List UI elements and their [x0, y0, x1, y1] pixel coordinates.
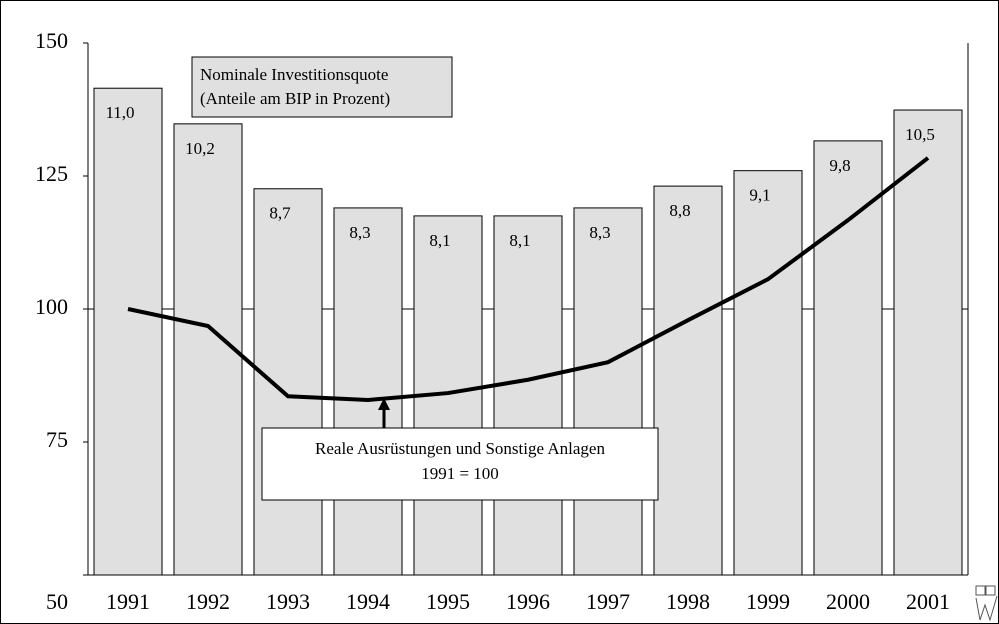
bar	[573, 207, 643, 576]
bar	[253, 188, 323, 576]
y-tick-label: 125	[35, 161, 68, 186]
y-tick-label: 50	[46, 589, 68, 614]
annotation: Nominale Investitionsquote	[200, 65, 388, 84]
bar	[813, 140, 883, 576]
annotation: (Anteile am BIP in Prozent)	[200, 89, 390, 108]
x-tick-label: 1991	[106, 589, 150, 614]
x-tick-label: 1999	[746, 589, 790, 614]
line	[127, 156, 930, 402]
bar-label: 8,8	[669, 201, 690, 220]
x-tick-label: 1996	[506, 589, 550, 614]
y-tick-label: 100	[35, 294, 68, 319]
bar-label: 8,1	[429, 231, 450, 250]
x-tick-label: 1992	[186, 589, 230, 614]
bar-label: 8,7	[269, 204, 291, 223]
annotation: 1991 = 100	[421, 464, 499, 483]
logo	[975, 585, 998, 622]
bar-label: 9,8	[829, 156, 850, 175]
x-tick-label: 1995	[426, 589, 470, 614]
x-tick-label: 1994	[346, 589, 390, 614]
annotation: Reale Ausrüstungen und Sonstige Anlagen	[315, 439, 605, 458]
x-tick-label: 1993	[266, 589, 310, 614]
bar-label: 8,3	[589, 223, 610, 242]
x-tick-label: 2001	[906, 589, 950, 614]
x-tick-label: 2000	[826, 589, 870, 614]
bar	[333, 207, 403, 576]
bar-label: 10,2	[185, 139, 215, 158]
bar	[93, 87, 163, 576]
bar-label: 8,1	[509, 231, 530, 250]
overlay: 50 75 100 125 150 1991 1992 1993 1994 1995 1996 199…	[35, 28, 950, 614]
bar	[173, 123, 243, 576]
annotation-box	[191, 56, 453, 118]
bar-label: 10,5	[905, 125, 935, 144]
bar	[733, 170, 803, 576]
y-tick-label: 150	[35, 28, 68, 53]
bar	[893, 109, 963, 576]
bar-label: 11,0	[105, 103, 134, 122]
bar-label: 9,1	[749, 186, 770, 205]
x-tick-label: 1998	[666, 589, 710, 614]
arrow-head	[378, 398, 390, 410]
bar	[653, 185, 723, 576]
annotation-box	[261, 427, 659, 501]
bar-label: 8,3	[349, 223, 370, 242]
bar	[493, 215, 563, 576]
y-tick-label: 75	[46, 427, 68, 452]
x-tick-label: 1997	[586, 589, 630, 614]
plot-area: 11,0 10,2 8,7 8,3 8,1 8,1 8,3 8,8 9,1 9,8 10,5	[88, 87, 968, 576]
